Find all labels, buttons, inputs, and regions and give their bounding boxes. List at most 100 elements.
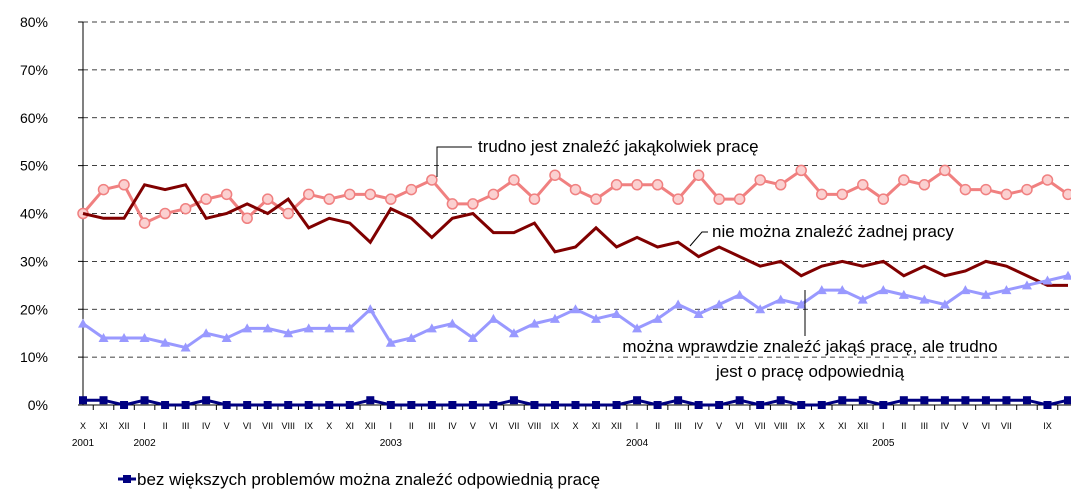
point [612, 401, 621, 409]
y-tick-label: 70% [20, 62, 48, 78]
point [877, 193, 890, 205]
point [243, 401, 252, 409]
point [426, 323, 437, 333]
x-tick-label: II [163, 421, 168, 431]
point [797, 401, 806, 409]
point [284, 401, 293, 409]
point [756, 401, 765, 409]
point [651, 179, 664, 191]
x-tick-label: IV [448, 421, 457, 431]
series-annotation: nie można znaleźć żadnej pracy [712, 222, 954, 241]
x-tick-label: III [182, 421, 190, 431]
x-year-label: 2003 [380, 438, 403, 449]
point [385, 193, 397, 205]
point [632, 323, 643, 333]
x-tick-label: VI [243, 421, 252, 431]
x-tick-label: XII [119, 421, 130, 431]
point [898, 174, 910, 186]
point [446, 198, 459, 210]
point [858, 396, 867, 405]
point [550, 401, 559, 409]
point [713, 193, 725, 205]
point [344, 323, 355, 333]
point [631, 179, 643, 191]
point [385, 337, 396, 347]
point [735, 396, 744, 405]
point [138, 217, 151, 229]
point [795, 164, 807, 177]
x-tick-label: XI [592, 421, 601, 431]
point [857, 294, 868, 304]
point [508, 328, 519, 338]
point [592, 401, 601, 409]
x-tick-label: VIII [528, 421, 542, 431]
point [919, 294, 930, 304]
x-tick-label: IX [797, 421, 806, 431]
point [467, 332, 478, 342]
point [489, 401, 498, 409]
point [939, 299, 950, 309]
x-tick-label: III [428, 421, 436, 431]
y-tick-label: 30% [20, 253, 48, 269]
point [961, 396, 970, 405]
point [920, 396, 929, 405]
series-line [82, 183, 1068, 287]
point [959, 183, 972, 196]
point [1001, 285, 1012, 295]
point [139, 332, 150, 342]
point [302, 188, 315, 201]
point [1022, 396, 1031, 405]
y-tick-label: 20% [20, 301, 48, 317]
x-tick-label: II [655, 421, 660, 431]
point [79, 396, 87, 405]
point [202, 396, 211, 405]
x-tick-label: IX [1043, 421, 1052, 431]
x-year-label: 2004 [626, 438, 649, 449]
x-tick-label: II [409, 421, 414, 431]
point [427, 401, 436, 409]
x-tick-label: I [390, 421, 393, 431]
point [981, 396, 990, 405]
point [282, 207, 294, 220]
point [262, 323, 273, 333]
legend-label: bez większych problemów można znaleźć od… [137, 470, 600, 489]
point [261, 193, 274, 205]
point [569, 183, 582, 196]
point [365, 304, 376, 314]
x-tick-label: IX [551, 421, 560, 431]
point [674, 396, 683, 405]
point [754, 174, 766, 186]
x-tick-label: V [962, 421, 968, 431]
point [838, 396, 847, 405]
point [776, 396, 785, 405]
point [529, 318, 540, 328]
x-tick-label: I [143, 421, 146, 431]
point [549, 169, 561, 181]
point [692, 169, 705, 181]
x-tick-label: V [470, 421, 476, 431]
point [816, 285, 827, 295]
x-tick-label: V [716, 421, 722, 431]
x-tick-label: I [882, 421, 885, 431]
point [899, 396, 908, 405]
point [220, 188, 233, 201]
point [1021, 280, 1032, 290]
x-tick-label: I [636, 421, 639, 431]
point [714, 299, 725, 309]
x-tick-label: VIII [774, 421, 788, 431]
point [366, 396, 375, 405]
point [181, 401, 190, 409]
point [918, 179, 931, 191]
point [344, 188, 356, 201]
point [694, 401, 703, 409]
point [653, 401, 662, 409]
point [97, 183, 110, 196]
x-tick-label: VI [982, 421, 991, 431]
point [119, 332, 130, 342]
point [570, 304, 581, 314]
y-tick-label: 80% [20, 14, 48, 30]
x-tick-label: VI [735, 421, 744, 431]
point [590, 193, 602, 205]
point [755, 304, 766, 314]
point [734, 289, 745, 299]
